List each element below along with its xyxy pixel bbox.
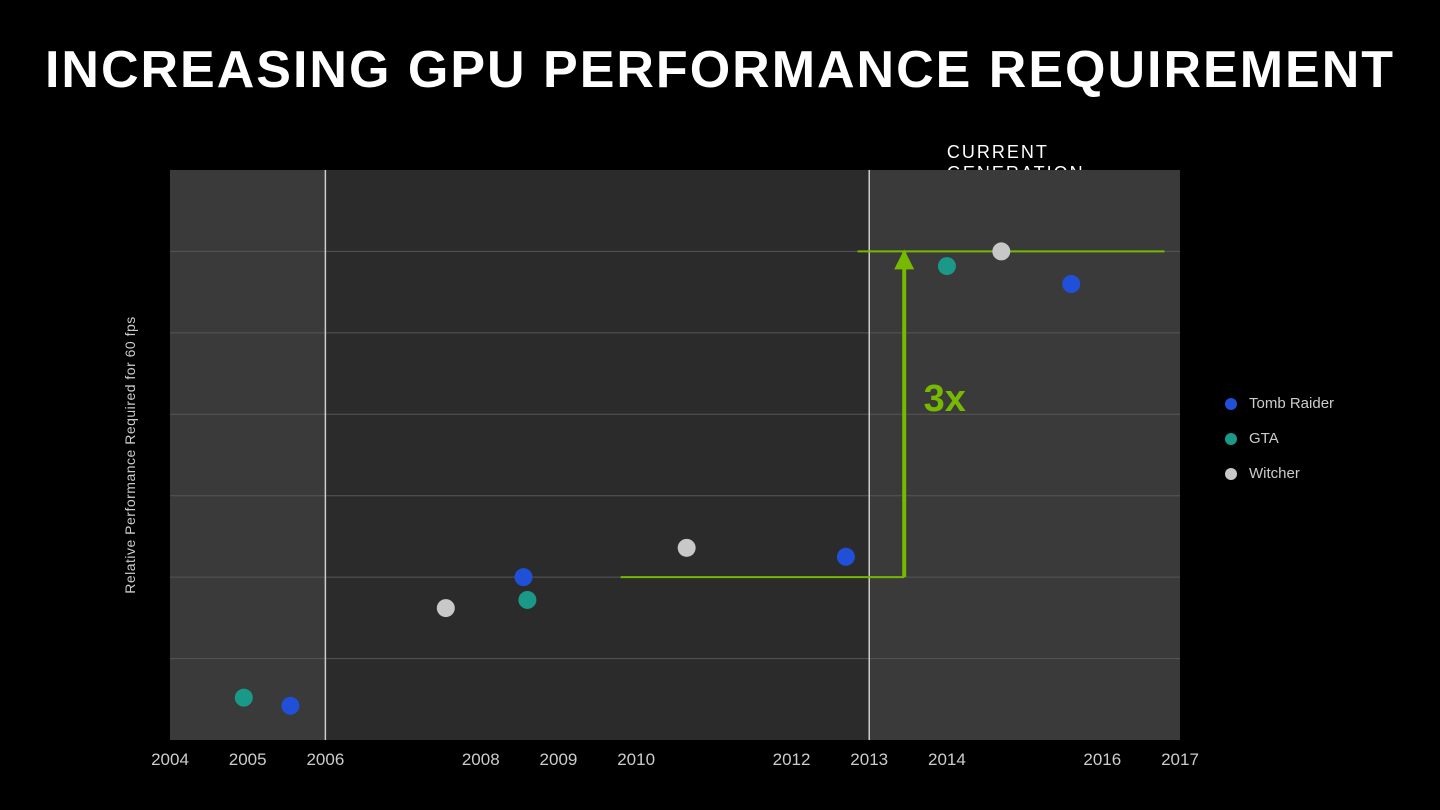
scatter-plot [170,170,1180,740]
x-tick-label: 2010 [617,750,655,770]
x-tick-label: 2004 [151,750,189,770]
legend: Tomb Raider GTA Witcher [1225,395,1334,500]
x-tick-label: 2012 [773,750,811,770]
legend-label: Witcher [1249,465,1300,482]
chart-container: Relative Performance Required for 60 fps… [170,170,1180,740]
legend-item: Tomb Raider [1225,395,1334,412]
annotation-label: 3x [924,378,966,421]
x-tick-label: 2009 [540,750,578,770]
legend-dot-icon [1225,433,1237,445]
legend-dot-icon [1225,468,1237,480]
legend-label: GTA [1249,430,1279,447]
x-tick-label: 2008 [462,750,500,770]
legend-item: GTA [1225,430,1334,447]
legend-item: Witcher [1225,465,1334,482]
y-axis-label: Relative Performance Required for 60 fps [122,316,138,594]
x-tick-label: 2017 [1161,750,1199,770]
x-tick-label: 2014 [928,750,966,770]
slide-title: INCREASING GPU PERFORMANCE REQUIREMENT [0,40,1440,100]
x-tick-label: 2016 [1083,750,1121,770]
x-tick-label: 2013 [850,750,888,770]
legend-dot-icon [1225,398,1237,410]
x-tick-label: 2006 [306,750,344,770]
legend-label: Tomb Raider [1249,395,1334,412]
x-tick-label: 2005 [229,750,267,770]
